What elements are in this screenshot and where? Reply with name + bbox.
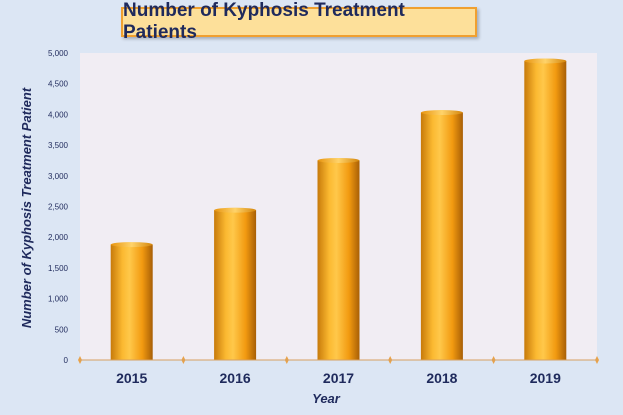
y-tick-label: 1,000 [48, 295, 69, 304]
bar-cap-2017 [317, 157, 360, 163]
x-tick-label: 2018 [426, 370, 457, 386]
x-tick-label: 2017 [323, 370, 354, 386]
bar-2017 [317, 160, 360, 360]
x-tick-label: 2019 [530, 370, 561, 386]
y-tick-label: 500 [55, 325, 69, 334]
y-tick-label: 2,000 [48, 233, 69, 242]
y-tick-label: 4,000 [48, 110, 69, 119]
y-tick-label: 2,500 [48, 203, 69, 212]
bar-2015 [110, 244, 153, 360]
bar-cap-2018 [420, 110, 463, 116]
y-tick-label: 0 [64, 356, 69, 365]
bar-2018 [420, 112, 463, 360]
x-axis-label: Year [312, 391, 341, 406]
y-tick-label: 3,500 [48, 141, 69, 150]
y-axis-label: Number of Kyphosis Treatment Patient [19, 87, 34, 328]
bar-cap-2016 [214, 207, 257, 213]
bar-cap-2019 [524, 58, 567, 64]
y-tick-label: 4,500 [48, 80, 69, 89]
x-tick-label: 2016 [220, 370, 251, 386]
y-tick-label: 1,500 [48, 264, 69, 273]
bar-2019 [524, 60, 567, 361]
y-tick-label: 3,000 [48, 172, 69, 181]
bar-2016 [214, 210, 257, 360]
y-tick-label: 5,000 [48, 49, 69, 58]
bar-cap-2015 [110, 242, 153, 248]
x-tick-label: 2015 [116, 370, 147, 386]
